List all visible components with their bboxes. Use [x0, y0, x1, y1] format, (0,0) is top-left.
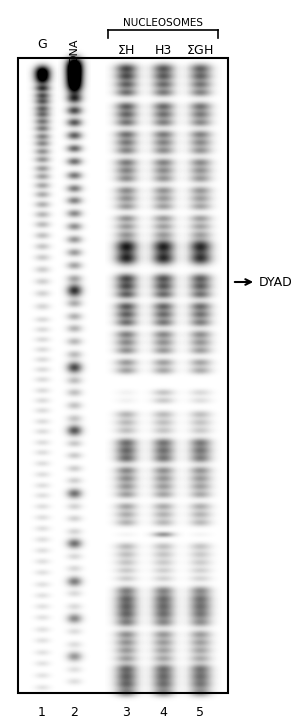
Text: DYAD: DYAD	[259, 276, 291, 289]
Bar	[18, 58, 228, 693]
Text: 4: 4	[159, 707, 167, 720]
Text: DNA: DNA	[69, 38, 79, 63]
Text: G: G	[37, 39, 47, 52]
Text: 1: 1	[38, 707, 46, 720]
Text: 2: 2	[70, 707, 78, 720]
Text: 5: 5	[196, 707, 204, 720]
Text: 3: 3	[122, 707, 130, 720]
Text: $\Sigma$H: $\Sigma$H	[117, 44, 135, 57]
Text: $\Sigma$GH: $\Sigma$GH	[186, 44, 214, 57]
Text: H3: H3	[154, 44, 172, 57]
Text: NUCLEOSOMES: NUCLEOSOMES	[123, 18, 203, 28]
